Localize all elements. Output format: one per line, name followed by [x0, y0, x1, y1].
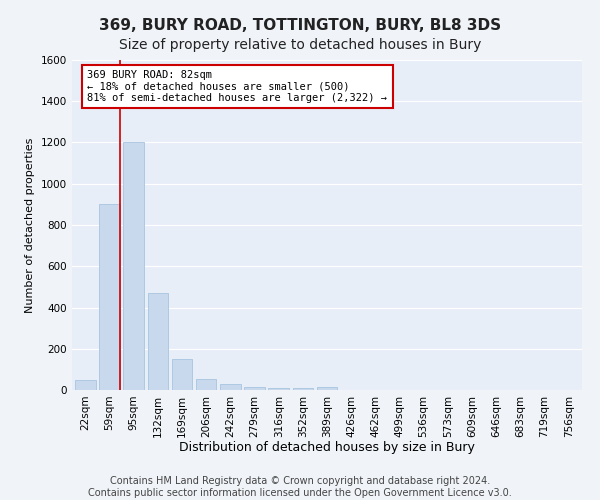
Bar	[220, 384, 241, 390]
Y-axis label: Number of detached properties: Number of detached properties	[25, 138, 35, 312]
Text: Size of property relative to detached houses in Bury: Size of property relative to detached ho…	[119, 38, 481, 52]
Text: Contains HM Land Registry data © Crown copyright and database right 2024.
Contai: Contains HM Land Registry data © Crown c…	[88, 476, 512, 498]
Text: 369, BURY ROAD, TOTTINGTON, BURY, BL8 3DS: 369, BURY ROAD, TOTTINGTON, BURY, BL8 3D…	[99, 18, 501, 32]
Bar	[148, 293, 168, 390]
Bar	[244, 387, 265, 390]
Bar	[75, 380, 95, 390]
Text: 369 BURY ROAD: 82sqm
← 18% of detached houses are smaller (500)
81% of semi-deta: 369 BURY ROAD: 82sqm ← 18% of detached h…	[88, 70, 388, 103]
Bar	[196, 378, 217, 390]
Bar	[317, 387, 337, 390]
Bar	[124, 142, 144, 390]
Bar	[268, 388, 289, 390]
Bar	[293, 388, 313, 390]
X-axis label: Distribution of detached houses by size in Bury: Distribution of detached houses by size …	[179, 441, 475, 454]
Bar	[172, 359, 192, 390]
Bar	[99, 204, 120, 390]
